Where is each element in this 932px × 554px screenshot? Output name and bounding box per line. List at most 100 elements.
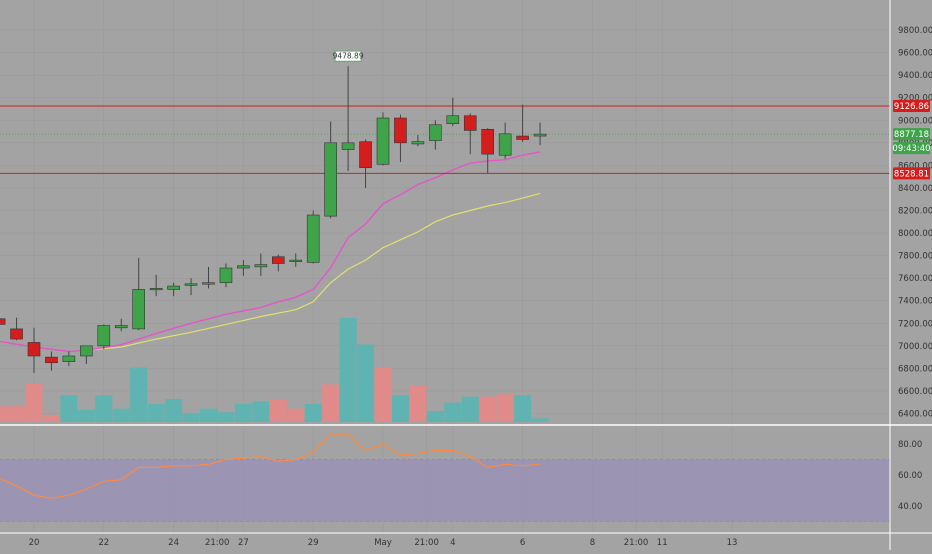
last-price-tag-text: 8877.18 <box>894 130 929 140</box>
time-axis[interactable]: 20 22 24 21:00 27 29 May 21:00 4 6 8 21:00 11 13 <box>29 538 738 548</box>
rsi-band-layer <box>0 459 890 522</box>
price-axis[interactable]: 6400.00 6600.00 6800.00 7000.00 7200.00 7400.… <box>898 26 932 419</box>
candle-body[interactable] <box>0 318 6 325</box>
time-tick-label: 8 <box>590 538 595 548</box>
candle-body[interactable] <box>149 288 163 291</box>
volume-bar <box>147 403 165 422</box>
volume-bar <box>287 408 305 422</box>
candle-body[interactable] <box>254 264 268 268</box>
candle-body[interactable] <box>132 289 145 330</box>
candle-body[interactable] <box>219 267 233 283</box>
volume-bar <box>409 385 427 422</box>
time-tick-label: 27 <box>238 538 249 548</box>
level-tag-upper-box <box>893 99 930 112</box>
candle-body[interactable] <box>27 342 41 357</box>
volume-bar <box>252 401 270 422</box>
candle-body[interactable] <box>80 345 93 357</box>
countdown-tag-text: 09:43:40 <box>892 144 930 154</box>
time-tick-label: 11 <box>657 538 668 548</box>
candle-body[interactable] <box>394 117 407 144</box>
price-tick-label: 7200.00 <box>898 319 932 329</box>
volume-bar <box>77 409 95 422</box>
high-label-text: 9478.89 <box>333 52 364 61</box>
price-label-layer: 9478.89 9126.86 8528.81 8877.18 09:43:40 <box>333 50 931 180</box>
horizontal-line-layer[interactable] <box>0 105 890 174</box>
price-tick-label: 8600.00 <box>898 161 932 171</box>
price-tick-label: 6400.00 <box>898 410 932 420</box>
volume-bar <box>514 395 532 422</box>
volume-bar <box>531 418 549 422</box>
candle-body[interactable] <box>97 325 111 347</box>
candle-body[interactable] <box>481 128 495 155</box>
volume-bar <box>479 396 497 422</box>
candle-body[interactable] <box>359 141 372 168</box>
rsi-band <box>0 459 890 522</box>
time-tick-label: 21:00 <box>205 538 230 548</box>
volume-bar <box>200 408 217 422</box>
candle-body[interactable] <box>463 115 477 131</box>
volume-bar <box>130 367 148 422</box>
candle-body[interactable] <box>341 142 355 150</box>
price-tick-label: 9200.00 <box>898 94 932 104</box>
rsi-axis[interactable]: 40.00 60.00 80.00 <box>898 440 922 512</box>
candle-body[interactable] <box>202 282 215 285</box>
price-tick-label: 6600.00 <box>898 387 932 397</box>
candle-layer[interactable] <box>0 66 547 373</box>
moving-average-layer <box>0 151 541 353</box>
candle-body[interactable] <box>376 117 390 165</box>
candle-body[interactable] <box>411 141 425 145</box>
volume-bar <box>304 403 322 422</box>
candle-body[interactable] <box>45 356 58 364</box>
countdown-tag-box <box>893 142 930 155</box>
candle-body[interactable] <box>62 355 76 362</box>
volume-bar <box>0 406 8 422</box>
level-tag-lower-box <box>893 167 930 180</box>
price-tick-label: 7600.00 <box>898 274 932 284</box>
volume-layer <box>0 317 549 422</box>
volume-bar <box>322 384 340 422</box>
candle-body[interactable] <box>271 256 285 264</box>
rsi-tick-label: 40.00 <box>898 502 922 512</box>
last-price-tag-box <box>893 128 930 141</box>
time-tick-label: 13 <box>727 538 738 548</box>
volume-bar <box>8 406 26 422</box>
rsi-tick-label: 60.00 <box>898 471 922 481</box>
price-tick-label: 7800.00 <box>898 252 932 262</box>
rsi-tick-label: 80.00 <box>898 440 922 450</box>
candle-body[interactable] <box>184 283 198 286</box>
candle-body[interactable] <box>446 115 460 124</box>
rsi-line <box>0 434 541 499</box>
volume-bar <box>357 344 375 422</box>
candle-body[interactable] <box>324 142 337 217</box>
candle-body[interactable] <box>167 285 180 290</box>
candle-body[interactable] <box>237 265 250 269</box>
candle-body[interactable] <box>498 133 512 156</box>
volume-bar <box>112 408 130 422</box>
time-tick-label: 24 <box>168 538 179 548</box>
candle-body[interactable] <box>10 328 23 340</box>
time-tick-label: 6 <box>520 538 525 548</box>
time-tick-label: 4 <box>450 538 455 548</box>
volume-bar <box>374 367 392 422</box>
volume-bar <box>461 396 479 422</box>
volume-bar <box>234 403 252 422</box>
volume-bar <box>391 395 409 422</box>
candle-body[interactable] <box>533 133 547 137</box>
volume-bar <box>60 395 78 422</box>
candle-body[interactable] <box>114 325 128 329</box>
candle-body[interactable] <box>429 124 442 141</box>
volume-bar <box>42 414 60 422</box>
volume-bar <box>496 394 514 422</box>
candle-body[interactable] <box>306 214 320 263</box>
high-label-box <box>334 50 362 62</box>
grid-layer <box>0 0 890 533</box>
volume-bar <box>217 412 235 422</box>
price-tick-label: 8200.00 <box>898 206 932 216</box>
candle-body[interactable] <box>289 259 303 262</box>
volume-bar <box>165 399 183 422</box>
candle-body[interactable] <box>516 135 529 140</box>
rsi-layer <box>0 434 541 499</box>
price-tick-label: 9600.00 <box>898 49 932 59</box>
